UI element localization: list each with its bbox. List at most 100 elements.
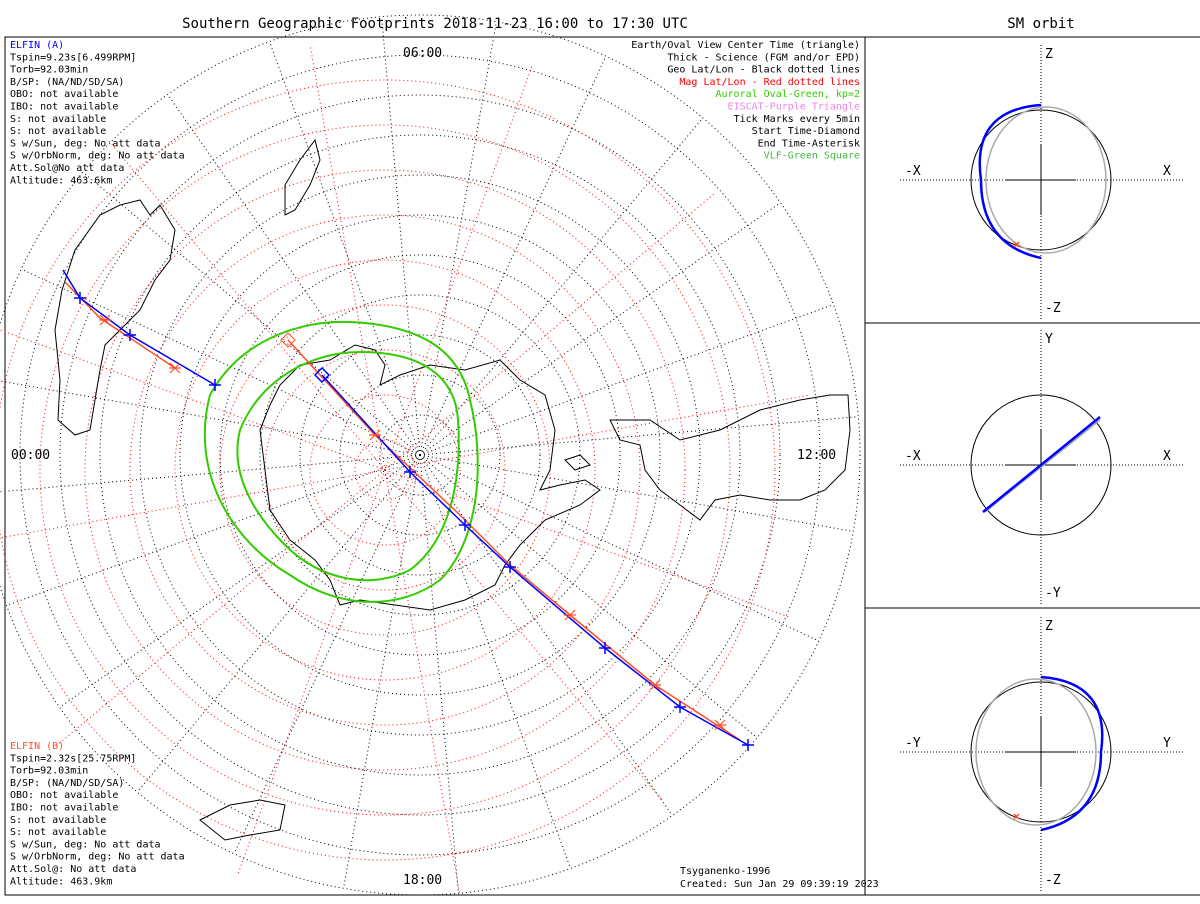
mag-lat-circle	[129, 214, 641, 726]
elfin-a-tick-mark	[209, 379, 221, 391]
axis-label-top: Y	[1045, 332, 1053, 347]
earth-circle	[970, 394, 1112, 536]
axis-label-bottom: -Z	[1045, 301, 1061, 316]
info-line: Att.Sol@No att data	[10, 163, 124, 174]
elfin-a-info: ELFIN (A)Tspin=9.23s[6.499RPM] Torb=92.03…	[10, 40, 185, 186]
elfin-a-track-1	[62, 269, 216, 386]
spacecraft-name: ELFIN (A)	[10, 40, 64, 51]
geo-lon-line	[21, 268, 421, 456]
geo-lon-line	[419, 304, 834, 456]
axis-label-top: Z	[1045, 47, 1053, 62]
axis-label-left: -Y	[905, 736, 921, 751]
earth-circle	[970, 681, 1112, 823]
legend-entry: EISCAT-Purple Triangle	[728, 102, 860, 113]
geo-lon-line	[233, 454, 421, 854]
geo-lon-line	[82, 171, 421, 456]
mag-lon-line	[384, 394, 809, 471]
geo-lon-line	[419, 21, 497, 456]
legend-entry: End Time-Asterisk	[758, 138, 860, 149]
geo-lon-line	[6, 454, 421, 606]
geo-lon-line	[269, 41, 421, 456]
legend-entry: Tick Marks every 5min	[734, 114, 860, 125]
elfin-a-tick-mark	[674, 701, 686, 713]
tasmania-outline	[564, 454, 591, 471]
info-line: S w/Sun, deg: No att data	[10, 839, 161, 850]
legend-entry: Auroral Oval-Green, kp=2	[716, 89, 861, 100]
geo-lon-line	[167, 94, 421, 456]
elfin-b-track-2	[287, 339, 741, 741]
info-line: S w/OrbNorm, deg: No att data	[10, 151, 185, 162]
mag-lon-line	[0, 329, 386, 471]
legend-entry: Mag Lat/Lon - Red dotted lines	[679, 77, 860, 88]
geo-lat-circle	[299, 334, 541, 576]
elfin-b-track-1	[64, 281, 176, 369]
elfin-a-tick-mark	[459, 519, 471, 531]
geo-lat-circle	[139, 174, 701, 736]
info-line: OBO: not available	[10, 790, 118, 801]
info-line: Altitude: 463.6km	[10, 175, 112, 186]
mag-lon-line	[108, 140, 386, 471]
orbit-panel: Z -Z -X X	[900, 45, 1185, 320]
mag-lon-line	[384, 469, 662, 800]
orbit-gray	[984, 419, 1101, 513]
axis-label-bottom: -Y	[1045, 586, 1061, 601]
geo-lon-line	[419, 454, 758, 739]
info-line: Tspin=2.32s[25.75RPM]	[10, 753, 136, 764]
geo-lon-line	[343, 454, 421, 889]
axis-label-right: X	[1163, 449, 1171, 464]
axis-label-bottom: -Z	[1045, 873, 1061, 888]
info-line: B/SP: (NA/ND/SD/SA)	[10, 77, 124, 88]
mag-lat-circle	[0, 79, 776, 861]
geo-lon-line	[419, 454, 854, 532]
geo-lat-circle	[19, 54, 821, 856]
elfin-a-track-2	[321, 374, 749, 746]
info-line: B/SP: (NA/ND/SD/SA)	[10, 778, 124, 789]
panel-yz-frame	[864, 607, 1200, 896]
mag-lat-circle	[354, 439, 416, 501]
mag-lon-line	[384, 469, 790, 618]
legend-entry: Geo Lat/Lon - Black dotted lines	[667, 65, 860, 76]
mag-lat-circle	[309, 394, 461, 546]
mag-lat-circle	[174, 259, 596, 681]
geo-lon-line	[59, 454, 421, 708]
elfin-a-tick-mark	[404, 466, 416, 478]
new-zealand-outline	[199, 799, 286, 841]
time-label-right: 12:00	[797, 448, 836, 463]
map-title: Southern Geographic Footprints 2018-11-2…	[182, 16, 688, 32]
info-line: Altitude: 463.9km	[10, 876, 112, 887]
axis-label-right: Y	[1163, 736, 1171, 751]
mag-lon-line	[309, 46, 386, 471]
geo-lon-line	[381, 16, 421, 456]
elfin-a-tick-mark	[599, 642, 611, 654]
legend-entry: VLF-Green Square	[764, 151, 860, 162]
elfin-b-info: ELFIN (B)Tspin=2.32s[25.75RPM] Torb=92.03…	[10, 741, 185, 887]
center-cross	[1006, 717, 1076, 787]
geo-grid	[0, 14, 861, 896]
geo-lon-line	[0, 380, 421, 456]
legend-entry: Earth/Oval View Center Time (triangle)	[631, 40, 860, 51]
model-label: Tsyganenko-1996	[680, 866, 770, 877]
axis-label-left: -X	[905, 449, 921, 464]
end-asterisk	[1013, 813, 1020, 820]
orbit-gray	[985, 106, 1107, 254]
info-line: IBO: not available	[10, 102, 118, 113]
elfin-a-start-diamond	[313, 366, 331, 384]
geo-lon-line	[419, 454, 571, 869]
time-label-left: 00:00	[11, 448, 50, 463]
orbit-elfin-a	[1040, 675, 1104, 832]
axis-label-right: X	[1163, 164, 1171, 179]
elfin-b-tick-mark	[169, 362, 181, 374]
auroral-oval-inner	[236, 350, 460, 582]
info-line: Att.Sol@: No att data	[10, 864, 136, 875]
info-line: S w/Sun, deg: No att data	[10, 138, 161, 149]
geo-lat-circle	[59, 94, 781, 816]
geo-lon-line	[419, 454, 819, 642]
geo-lat-circle	[379, 414, 461, 496]
spacecraft-name: ELFIN (B)	[10, 741, 64, 752]
geo-lon-line	[419, 416, 859, 456]
orbit-elfin-a	[982, 416, 1101, 513]
time-label-top: 06:00	[403, 46, 442, 61]
antarctica-outline	[259, 344, 601, 611]
mag-lon-line	[384, 469, 461, 894]
